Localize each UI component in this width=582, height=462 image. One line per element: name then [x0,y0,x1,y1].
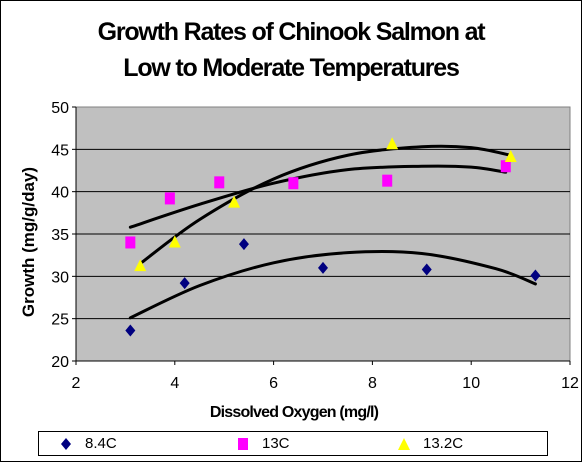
y-axis-title: Growth (mg/g/day) [19,167,38,317]
data-point-series1-3 [288,177,299,190]
data-point-series0-1 [179,277,190,290]
data-point-series0-5 [530,269,541,282]
x-tick-label-8: 8 [368,375,377,392]
chart-title: Growth Rates of Chinook Salmon at Low to… [0,14,582,86]
legend-label-1: 13C [262,435,290,452]
data-point-series0-3 [318,261,328,274]
data-point-series0-4 [421,263,432,276]
legend-marker-square-icon [238,437,248,450]
chart-title-line-2: Low to Moderate Temperatures [123,54,460,82]
data-point-series1-4 [382,174,393,187]
trendline-2 [138,144,513,266]
data-point-series2-4 [504,149,517,162]
data-point-series2-1 [168,235,181,248]
x-tick-label-6: 6 [269,375,278,392]
data-point-series2-0 [134,259,147,272]
legend-item-1: 13C [236,432,290,455]
data-point-series1-2 [214,176,225,189]
x-tick-label-12: 12 [561,375,579,392]
y-tick-label-40: 40 [51,185,69,202]
x-tick-label-10: 10 [462,375,480,392]
data-point-series1-1 [164,192,175,205]
legend-marker-shape [61,437,71,450]
x-tick-label-4: 4 [170,375,179,392]
y-tick-label-25: 25 [51,312,69,329]
y-tick-label-35: 35 [51,227,69,244]
trendline-0 [128,249,537,320]
y-tick-label-45: 45 [51,142,69,159]
chart-title-line-1: Growth Rates of Chinook Salmon at [97,18,486,46]
y-tick-label-50: 50 [51,100,69,117]
trendline-1 [128,164,508,229]
x-axis-title: Dissolved Oxygen (mg/l) [210,404,379,421]
legend-marker-shape [238,437,248,450]
legend-label-2: 13.2C [423,435,464,452]
y-tick-label-30: 30 [51,269,69,286]
x-tick-label-2: 2 [72,375,81,392]
legend-label-0: 8.4C [85,435,117,452]
data-point-series1-5 [500,160,511,173]
data-point-series2-3 [386,137,399,150]
data-point-series1-0 [125,236,136,249]
legend-marker-triangle-icon [398,437,410,450]
legend-item-0: 8.4C [59,432,117,455]
data-point-series0-0 [125,324,136,337]
data-point-series2-2 [228,195,241,208]
data-point-series0-2 [238,238,249,251]
legend-marker-diamond-icon [61,437,71,450]
legend-item-2: 13.2C [397,432,463,455]
y-tick-label-20: 20 [51,354,69,371]
legend: 8.4C 13C 13.2C [38,431,548,456]
legend-marker-shape [398,437,410,450]
